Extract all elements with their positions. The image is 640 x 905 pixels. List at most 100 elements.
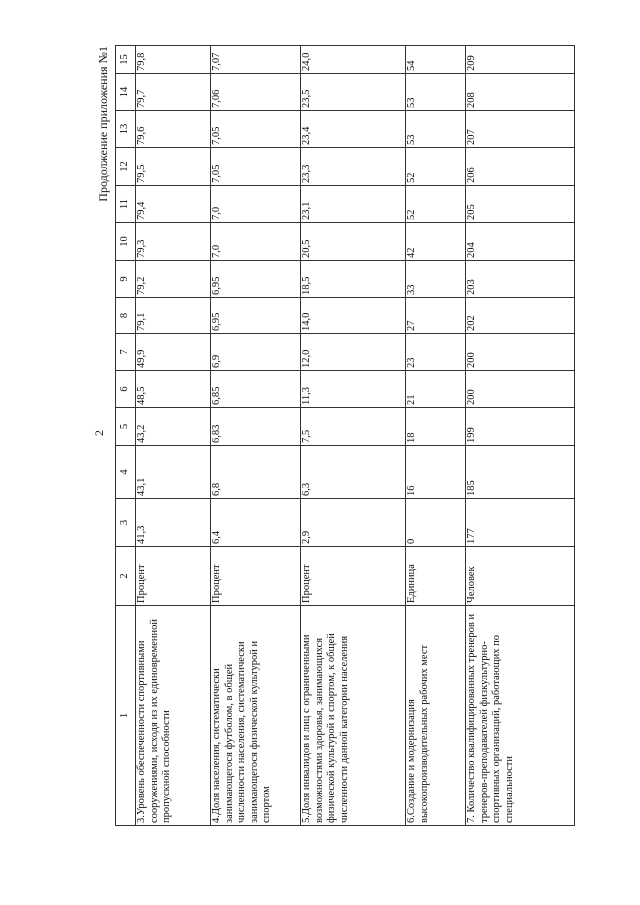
column-header: 9 [115, 260, 136, 298]
column-header: 2 [115, 546, 136, 606]
value-cell: 79,3 [135, 222, 211, 261]
value-cell: 6,95 [210, 260, 301, 298]
value-cell: 79,4 [135, 185, 211, 223]
value-cell: 206 [465, 147, 575, 186]
table-row: 3.Уровень обеспеченности спортивными соо… [135, 45, 211, 826]
table-row: 4.Доля населения, систематически занимаю… [210, 45, 301, 826]
value-cell: 203 [465, 260, 575, 298]
column-header: 7 [115, 333, 136, 371]
column-header: 12 [115, 147, 136, 186]
indicator-name: 7. Количество квалифицированных тренеров… [465, 605, 575, 826]
value-cell: 54 [405, 45, 466, 74]
value-cell: 24,0 [300, 45, 406, 74]
value-cell: 14,0 [300, 297, 406, 334]
column-header: 13 [115, 110, 136, 148]
table-row: 5.Доля инвалидов и лиц с ограниченными в… [300, 45, 406, 826]
value-cell: 79,7 [135, 73, 211, 111]
value-cell: 52 [405, 147, 466, 186]
value-cell: 53 [405, 110, 466, 148]
column-header: 8 [115, 297, 136, 334]
value-cell: 6,95 [210, 297, 301, 334]
value-cell: 7,0 [210, 185, 301, 223]
value-cell: 6,9 [210, 333, 301, 371]
value-cell: 23,3 [300, 147, 406, 186]
table-row: 7. Количество квалифицированных тренеров… [465, 45, 575, 826]
value-cell: 6,3 [300, 445, 406, 499]
value-cell: 7,07 [210, 45, 301, 74]
value-cell: 11,3 [300, 370, 406, 408]
column-header: 10 [115, 222, 136, 261]
value-cell: 207 [465, 110, 575, 148]
value-cell: 185 [465, 445, 575, 499]
value-cell: 6,83 [210, 407, 301, 446]
continuation-caption: Продолжение приложения №1 [96, 46, 110, 202]
value-cell: 23 [405, 333, 466, 371]
value-cell: 177 [465, 498, 575, 547]
indicator-name: 6.Создание и модернизация высокопроизвод… [405, 605, 466, 826]
value-cell: 7,5 [300, 407, 406, 446]
value-cell: 200 [465, 333, 575, 371]
unit-cell: Процент [210, 546, 301, 606]
unit-cell: Человек [465, 546, 575, 606]
value-cell: 20,5 [300, 222, 406, 261]
value-cell: 79,8 [135, 45, 211, 74]
value-cell: 52 [405, 185, 466, 223]
value-cell: 33 [405, 260, 466, 298]
column-header: 1 [115, 605, 136, 826]
value-cell: 7,05 [210, 110, 301, 148]
value-cell: 199 [465, 407, 575, 446]
column-header: 4 [115, 445, 136, 499]
value-cell: 208 [465, 73, 575, 111]
value-cell: 6,85 [210, 370, 301, 408]
value-cell: 42 [405, 222, 466, 261]
indicators-table: 1 2 3 4 5 6 7 8 9 10 11 12 13 14 15 3.Уровень обеспече… [115, 45, 575, 826]
table-row: 6.Создание и модернизация высокопроизвод… [405, 45, 466, 826]
value-cell: 27 [405, 297, 466, 334]
unit-cell: Процент [300, 546, 406, 606]
value-cell: 0 [405, 498, 466, 547]
column-header: 6 [115, 370, 136, 408]
value-cell: 23,4 [300, 110, 406, 148]
value-cell: 7,05 [210, 147, 301, 186]
value-cell: 6,4 [210, 498, 301, 547]
indicator-name: 3.Уровень обеспеченности спортивными соо… [135, 605, 211, 826]
column-header: 11 [115, 185, 136, 223]
value-cell: 202 [465, 297, 575, 334]
value-cell: 23,1 [300, 185, 406, 223]
indicator-name: 4.Доля населения, систематически занимаю… [210, 605, 301, 826]
value-cell: 2,9 [300, 498, 406, 547]
value-cell: 18,5 [300, 260, 406, 298]
value-cell: 79,1 [135, 297, 211, 334]
value-cell: 12,0 [300, 333, 406, 371]
value-cell: 41,3 [135, 498, 211, 547]
indicator-name: 5.Доля инвалидов и лиц с ограниченными в… [300, 605, 406, 826]
column-header: 3 [115, 498, 136, 547]
value-cell: 43,1 [135, 445, 211, 499]
value-cell: 7,0 [210, 222, 301, 261]
value-cell: 205 [465, 185, 575, 223]
value-cell: 43,2 [135, 407, 211, 446]
column-header: 5 [115, 407, 136, 446]
value-cell: 200 [465, 370, 575, 408]
value-cell: 16 [405, 445, 466, 499]
value-cell: 49,9 [135, 333, 211, 371]
value-cell: 21 [405, 370, 466, 408]
value-cell: 23,5 [300, 73, 406, 111]
rotated-page: 2 Продолжение приложения №1 1 2 3 4 5 6 7 8 9 10 1… [90, 45, 580, 826]
value-cell: 18 [405, 407, 466, 446]
header-row: 1 2 3 4 5 6 7 8 9 10 11 12 13 14 15 [115, 45, 136, 826]
value-cell: 7,06 [210, 73, 301, 111]
value-cell: 6,8 [210, 445, 301, 499]
value-cell: 204 [465, 222, 575, 261]
value-cell: 79,5 [135, 147, 211, 186]
column-header: 14 [115, 73, 136, 111]
value-cell: 53 [405, 73, 466, 111]
value-cell: 48,5 [135, 370, 211, 408]
value-cell: 79,6 [135, 110, 211, 148]
value-cell: 209 [465, 45, 575, 74]
unit-cell: Процент [135, 546, 211, 606]
column-header: 15 [115, 45, 136, 74]
page-number: 2 [92, 430, 106, 436]
value-cell: 79,2 [135, 260, 211, 298]
unit-cell: Единица [405, 546, 466, 606]
